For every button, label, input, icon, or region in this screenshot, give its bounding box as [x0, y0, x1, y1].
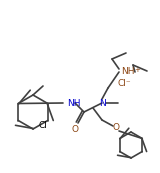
Text: Cl⁻: Cl⁻	[118, 80, 132, 89]
Text: O: O	[72, 125, 79, 134]
Text: Cl: Cl	[38, 121, 47, 130]
Text: N: N	[99, 98, 105, 107]
Text: NH: NH	[67, 98, 80, 107]
Text: O: O	[112, 124, 120, 133]
Text: +: +	[134, 67, 140, 73]
Text: NH: NH	[121, 67, 135, 76]
